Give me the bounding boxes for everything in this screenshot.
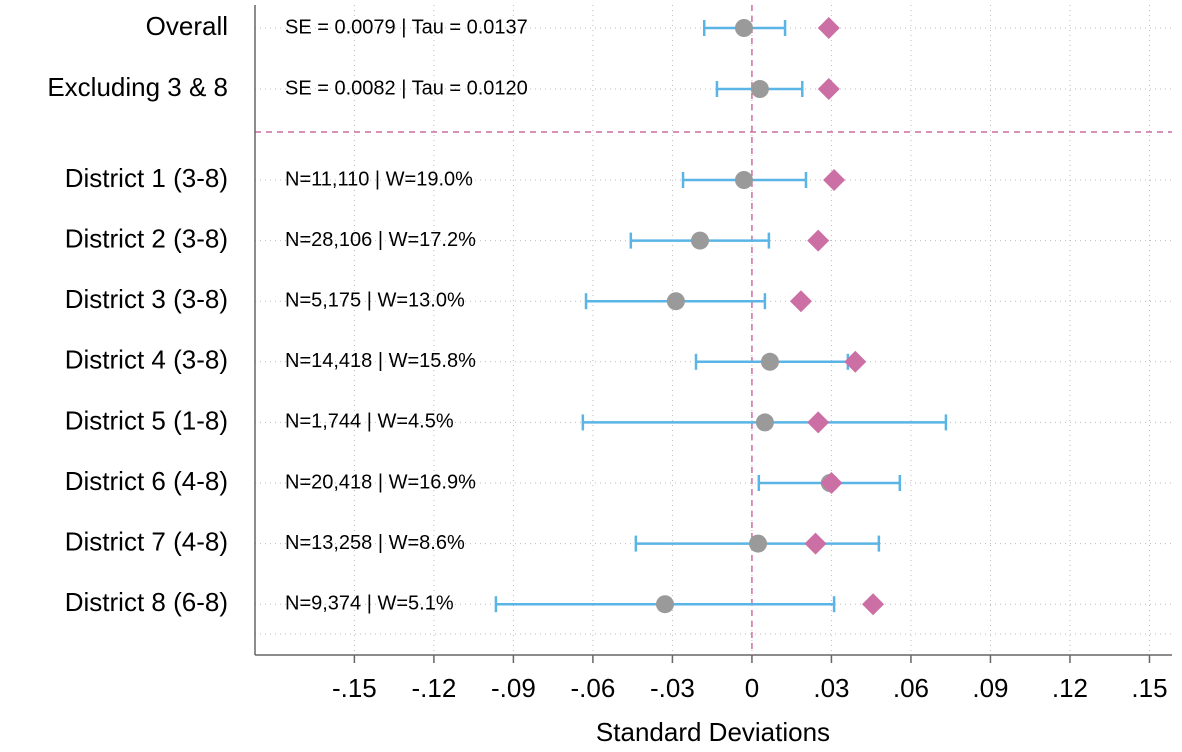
estimate-point	[690, 231, 709, 250]
estimate-point	[750, 80, 769, 98]
diamond-point	[844, 350, 867, 373]
y-tick-label: District 1 (3-8)	[65, 163, 228, 193]
diamond-point	[817, 78, 840, 100]
annotation: N=13,258 | W=8.6%	[285, 532, 465, 554]
estimate-point	[760, 352, 779, 371]
x-tick-label: 0	[745, 673, 759, 703]
estimate-point	[734, 19, 753, 37]
annotation: N=14,418 | W=15.8%	[285, 350, 476, 372]
x-tick-label: .06	[893, 673, 929, 703]
diamond-point	[820, 472, 843, 494]
y-tick-label: District 5 (1-8)	[65, 405, 228, 435]
y-tick-label: District 7 (4-8)	[65, 526, 228, 556]
x-tick-label: -.06	[571, 673, 616, 703]
y-tick-label: District 6 (4-8)	[65, 466, 228, 496]
diamond-point	[823, 169, 846, 191]
x-tick-label: -.12	[411, 673, 456, 703]
estimate-point	[655, 595, 674, 614]
annotation: N=11,110 | W=19.0%	[285, 168, 473, 190]
diamond-point	[807, 411, 830, 434]
annotation: N=28,106 | W=17.2%	[285, 229, 476, 251]
estimate-point	[749, 534, 768, 553]
estimate-point	[666, 292, 685, 311]
annotation: N=1,744 | W=4.5%	[285, 411, 454, 433]
x-tick-label: .09	[972, 673, 1008, 703]
diamond-point	[804, 532, 827, 555]
estimate-point	[755, 413, 774, 432]
y-tick-label: Overall	[146, 11, 228, 41]
annotation: N=5,175 | W=13.0%	[285, 289, 465, 311]
y-tick-label: District 4 (3-8)	[65, 345, 228, 375]
x-tick-label: .12	[1052, 673, 1088, 703]
annotation: N=9,374 | W=5.1%	[285, 592, 454, 614]
y-tick-label: District 8 (6-8)	[65, 587, 228, 617]
diamond-point	[862, 593, 885, 616]
x-tick-label: -.03	[650, 673, 695, 703]
diamond-point	[807, 229, 830, 252]
annotation: SE = 0.0079 | Tau = 0.0137	[285, 16, 528, 38]
y-tick-label: Excluding 3 & 8	[47, 72, 228, 102]
x-tick-label: -.15	[332, 673, 377, 703]
x-axis-label: Standard Deviations	[596, 717, 830, 747]
diamond-point	[817, 17, 840, 39]
annotation: SE = 0.0082 | Tau = 0.0120	[285, 77, 528, 99]
annotation: N=20,418 | W=16.9%	[285, 471, 476, 493]
y-tick-label: District 3 (3-8)	[65, 284, 228, 314]
diamond-point	[789, 290, 812, 313]
y-tick-label: District 2 (3-8)	[65, 223, 228, 253]
x-tick-label: .15	[1131, 673, 1167, 703]
estimate-point	[734, 171, 753, 189]
x-tick-label: -.09	[491, 673, 536, 703]
x-tick-label: .03	[813, 673, 849, 703]
